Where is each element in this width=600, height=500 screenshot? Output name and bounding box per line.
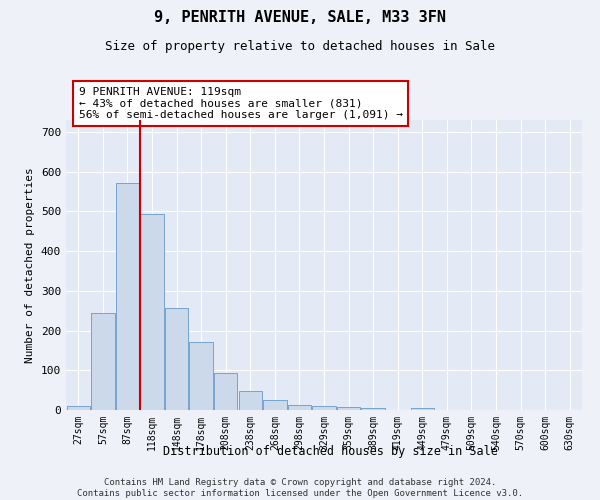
Bar — [140, 214, 164, 410]
Bar — [165, 308, 188, 410]
Y-axis label: Number of detached properties: Number of detached properties — [25, 167, 35, 363]
Text: Contains HM Land Registry data © Crown copyright and database right 2024.
Contai: Contains HM Land Registry data © Crown c… — [77, 478, 523, 498]
Bar — [337, 407, 360, 410]
Text: 9 PENRITH AVENUE: 119sqm
← 43% of detached houses are smaller (831)
56% of semi-: 9 PENRITH AVENUE: 119sqm ← 43% of detach… — [79, 87, 403, 120]
Text: 9, PENRITH AVENUE, SALE, M33 3FN: 9, PENRITH AVENUE, SALE, M33 3FN — [154, 10, 446, 25]
Bar — [361, 408, 385, 410]
Bar — [313, 406, 335, 410]
Bar — [67, 406, 90, 410]
Bar — [214, 374, 238, 410]
Bar — [410, 408, 434, 410]
Bar — [116, 183, 139, 410]
Text: Distribution of detached houses by size in Sale: Distribution of detached houses by size … — [163, 445, 497, 458]
Text: Size of property relative to detached houses in Sale: Size of property relative to detached ho… — [105, 40, 495, 53]
Bar — [91, 313, 115, 410]
Bar — [263, 400, 287, 410]
Bar — [239, 392, 262, 410]
Bar — [190, 342, 213, 410]
Bar — [288, 405, 311, 410]
